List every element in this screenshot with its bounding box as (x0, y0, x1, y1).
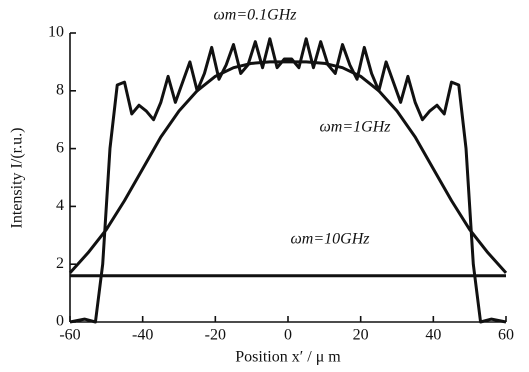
x-axis-label: Position x′ / μ m (235, 349, 341, 366)
x-tick-label: 40 (425, 327, 441, 344)
y-tick-label: 6 (56, 139, 64, 156)
series-line (68, 60, 508, 274)
x-tick-label: -20 (205, 327, 226, 344)
x-tick-label: -40 (132, 327, 153, 344)
x-tick-label: -60 (59, 327, 80, 344)
y-tick-label: 8 (56, 81, 64, 98)
y-axis-label: Intensity I/(r.u.) (9, 128, 26, 229)
x-tick-label: 60 (498, 327, 514, 344)
series-label: ωm=10GHz (291, 231, 371, 248)
series-line (69, 37, 507, 324)
y-tick-label: 2 (56, 255, 64, 272)
series-label: ωm=0.1GHz (214, 7, 298, 24)
x-tick-label: 20 (353, 327, 369, 344)
x-tick-label: 0 (284, 327, 292, 344)
y-tick-label: 0 (56, 313, 64, 330)
y-tick-label: 10 (48, 24, 64, 41)
series-label: ωm=1GHz (320, 119, 392, 136)
y-tick-label: 4 (56, 197, 64, 214)
